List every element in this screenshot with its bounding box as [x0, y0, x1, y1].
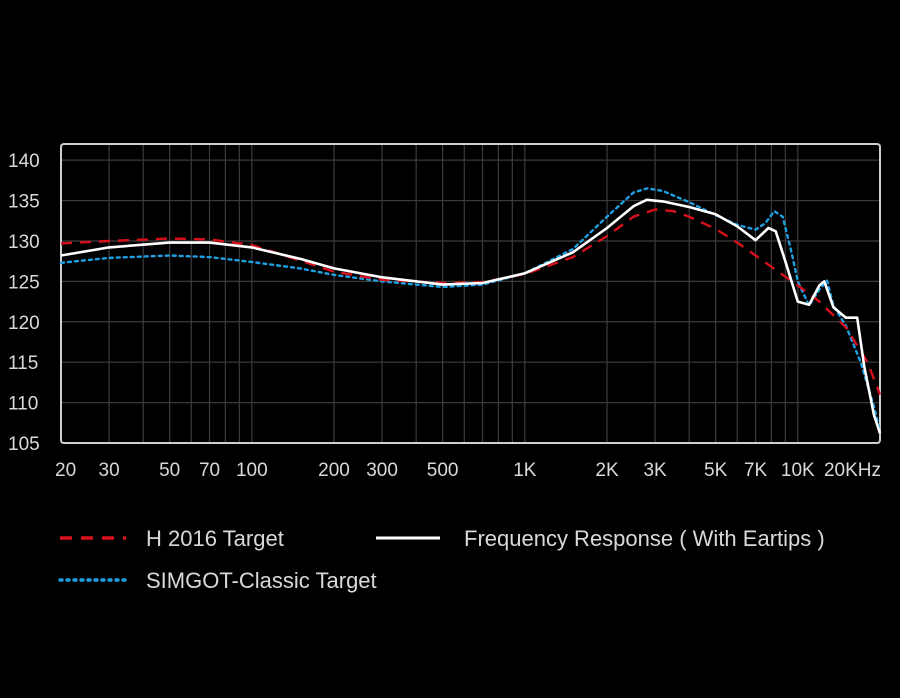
x-tick-label: 2K	[595, 460, 619, 481]
grid	[60, 144, 881, 444]
x-axis-ticks: 20 30 50 70 100 200 300 500 1K 2K 3K 5K 7K 10K 20KHz	[55, 460, 881, 481]
y-tick-label: 135	[8, 192, 40, 213]
y-tick-label: 120	[8, 313, 40, 334]
x-tick-label: 300	[366, 460, 398, 481]
x-tick-label: 70	[199, 460, 220, 481]
x-tick-label: 500	[427, 460, 459, 481]
y-tick-label: 125	[8, 272, 40, 293]
series-layer	[59, 187, 882, 434]
legend: H 2016 Target Frequency Response ( With E…	[58, 526, 825, 593]
series-line-1	[60, 198, 882, 434]
plot-frame	[60, 143, 881, 444]
x-tick-label: 1K	[513, 460, 537, 481]
x-tick-label: 20KHz	[824, 460, 881, 481]
x-tick-label: 100	[236, 460, 268, 481]
x-tick-label: 10K	[781, 460, 815, 481]
legend-label-0: H 2016 Target	[146, 526, 284, 551]
y-tick-label: 115	[8, 353, 38, 374]
legend-label-1: Frequency Response ( With Eartips )	[464, 526, 825, 551]
x-tick-label: 7K	[744, 460, 768, 481]
legend-label-2: SIMGOT-Classic Target	[146, 568, 377, 593]
series-line-0	[60, 208, 882, 395]
y-tick-label: 105	[8, 434, 40, 455]
y-tick-label: 140	[8, 151, 40, 172]
x-tick-label: 200	[318, 460, 350, 481]
x-tick-label: 30	[99, 460, 120, 481]
y-tick-label: 130	[8, 232, 40, 253]
x-tick-label: 3K	[643, 460, 667, 481]
y-tick-label: 110	[8, 394, 38, 415]
x-tick-label: 20	[55, 460, 76, 481]
x-tick-label: 5K	[704, 460, 728, 481]
y-axis-ticks: 140 135 130 125 120 115 110 105	[8, 151, 40, 455]
x-tick-label: 50	[159, 460, 180, 481]
